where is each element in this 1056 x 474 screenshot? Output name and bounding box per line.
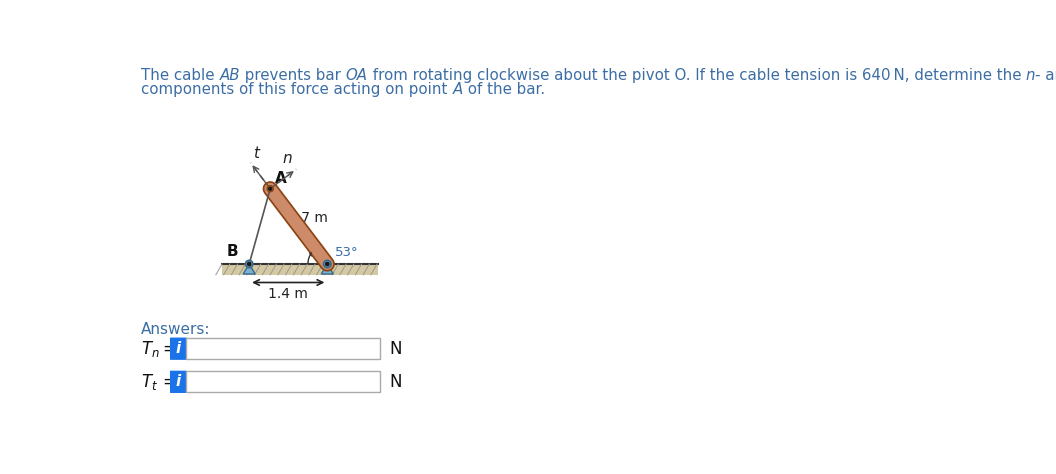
- Text: 53°: 53°: [335, 246, 359, 259]
- Circle shape: [247, 262, 251, 266]
- Text: - and: - and: [1036, 68, 1056, 82]
- FancyBboxPatch shape: [170, 371, 187, 393]
- Text: $T_t$: $T_t$: [142, 372, 158, 392]
- Text: A: A: [452, 82, 463, 97]
- Text: AB: AB: [220, 68, 240, 82]
- Circle shape: [325, 262, 329, 266]
- Circle shape: [323, 260, 331, 268]
- Text: =: =: [163, 340, 176, 358]
- Text: B: B: [227, 245, 239, 259]
- Text: prevents bar: prevents bar: [240, 68, 345, 82]
- Bar: [222, 264, 378, 275]
- Text: t: t: [253, 146, 259, 161]
- Text: OA: OA: [345, 68, 367, 82]
- Text: i: i: [176, 374, 182, 389]
- Text: Answers:: Answers:: [142, 322, 211, 337]
- Bar: [186, 338, 380, 359]
- Text: N: N: [390, 373, 401, 391]
- Circle shape: [267, 186, 274, 192]
- Circle shape: [268, 187, 271, 190]
- Text: i: i: [176, 341, 182, 356]
- FancyBboxPatch shape: [170, 337, 187, 360]
- Polygon shape: [321, 264, 334, 274]
- Text: $T_n$: $T_n$: [142, 339, 161, 359]
- Text: components of this force acting on point: components of this force acting on point: [142, 82, 452, 97]
- Circle shape: [245, 260, 252, 268]
- Text: O: O: [307, 245, 320, 260]
- Polygon shape: [243, 264, 256, 274]
- Text: n: n: [283, 151, 293, 166]
- Text: The cable: The cable: [142, 68, 220, 82]
- Text: A: A: [275, 172, 286, 186]
- Text: 1.7 m: 1.7 m: [287, 211, 327, 225]
- Text: =: =: [163, 373, 176, 391]
- Text: n: n: [1026, 68, 1036, 82]
- Text: 1.4 m: 1.4 m: [268, 287, 308, 301]
- Text: of the bar.: of the bar.: [463, 82, 545, 97]
- Text: from rotating clockwise about the pivot O. If the cable tension is 640 N, determ: from rotating clockwise about the pivot …: [367, 68, 1026, 82]
- Bar: [186, 372, 380, 392]
- Text: N: N: [390, 340, 401, 358]
